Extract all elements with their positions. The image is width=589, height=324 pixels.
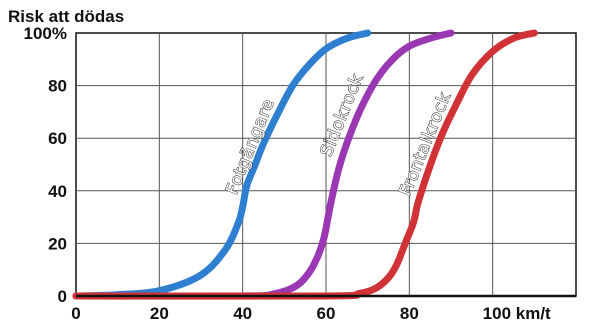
y-tick-label: 40 <box>48 182 67 201</box>
y-tick-label: 80 <box>48 77 67 96</box>
y-tick-label: 60 <box>48 129 67 148</box>
x-tick-label: 100 km/t <box>483 304 551 323</box>
y-tick-label: 20 <box>48 234 67 253</box>
series-line-1 <box>72 29 455 300</box>
series-layer <box>72 29 538 300</box>
series-line-2 <box>72 29 538 300</box>
x-tick-label: 40 <box>233 304 252 323</box>
y-tick-label: 0 <box>58 287 67 306</box>
ticks-layer: 0 20 40 60 80 100 km/t 0 20 40 60 80 100% <box>24 24 552 323</box>
series-line-0 <box>72 29 372 300</box>
y-axis-title: Risk att dödas <box>8 7 124 26</box>
y-tick-label: 100% <box>24 24 67 43</box>
x-tick-label: 80 <box>400 304 419 323</box>
x-tick-label: 60 <box>317 304 336 323</box>
x-tick-label: 20 <box>150 304 169 323</box>
x-tick-label: 0 <box>71 304 80 323</box>
